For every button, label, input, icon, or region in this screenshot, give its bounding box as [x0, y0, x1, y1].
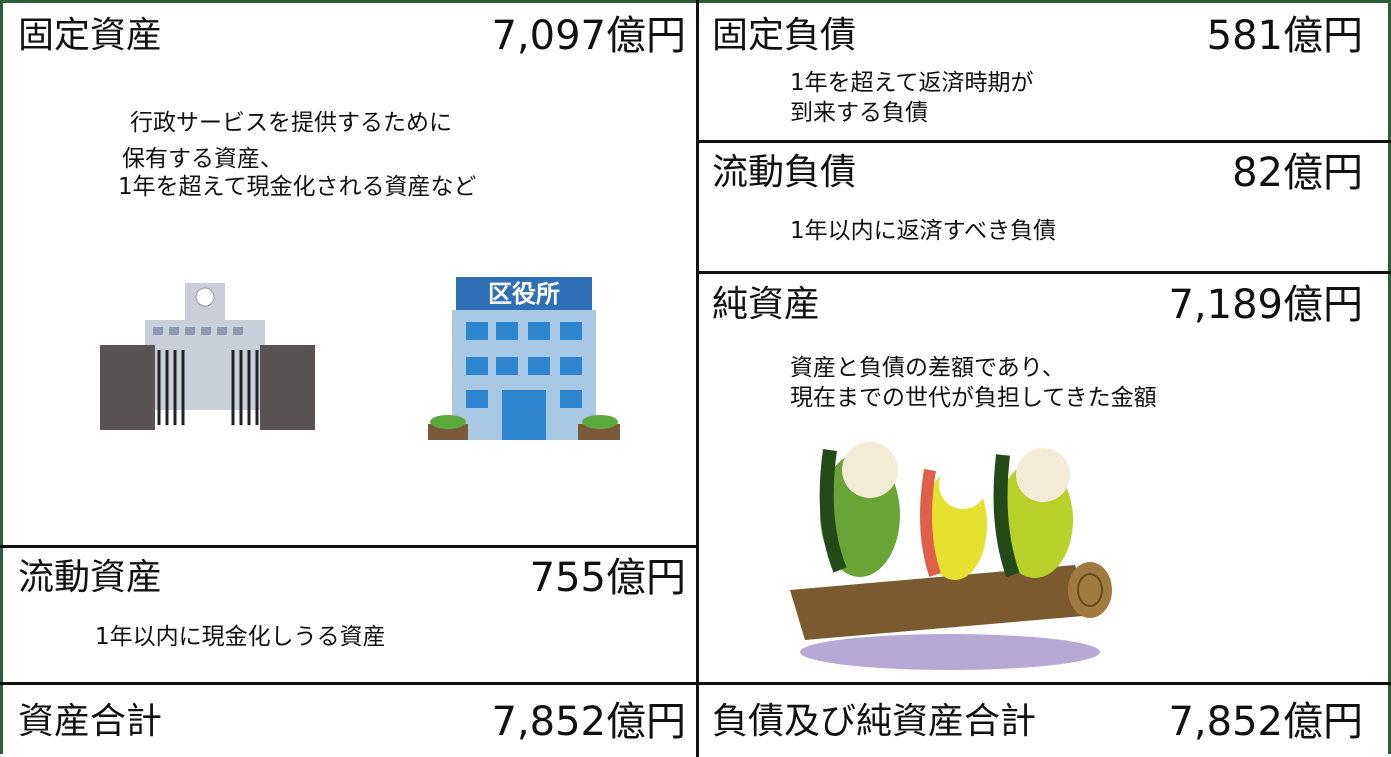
description: 1年以内に現金化しうる資産: [95, 624, 386, 650]
description: 現在までの世代が負担してきた金額: [790, 385, 1157, 411]
description: 保有する資産、: [122, 146, 283, 172]
description: 1年を超えて返済時期が: [790, 70, 1034, 96]
sign-text: 区役所: [488, 280, 560, 308]
description: 行政サービスを提供するために: [130, 110, 452, 136]
ward-office-illustration: 区役所: [428, 277, 620, 440]
birds-illustration: [790, 442, 1112, 670]
section-title: 負債及び純資産合計: [712, 701, 1037, 742]
amount: 7,097億円: [491, 13, 686, 59]
description: 資産と負債の差額であり、: [790, 355, 1065, 381]
divider: [0, 545, 697, 548]
divider: [697, 140, 1391, 143]
amount: 7,189億円: [1168, 282, 1363, 328]
section-title: 純資産: [712, 284, 821, 325]
amount: 7,852億円: [491, 699, 686, 745]
amount: 581億円: [1206, 13, 1363, 59]
amount: 755億円: [529, 555, 686, 601]
section-title: 流動資産: [18, 557, 163, 598]
divider: [697, 271, 1391, 274]
description: 1年以内に返済すべき負債: [790, 218, 1057, 244]
section-title: 流動負債: [712, 152, 857, 193]
section-title: 資産合計: [18, 701, 163, 742]
divider: [696, 0, 699, 757]
divider: [0, 682, 1391, 685]
section-title: 固定資産: [18, 15, 163, 56]
amount: 7,852億円: [1168, 699, 1363, 745]
description: 1年を超えて現金化される資産など: [118, 174, 477, 200]
school-illustration: [100, 283, 315, 430]
amount: 82億円: [1232, 150, 1363, 196]
section-title: 固定負債: [712, 15, 857, 56]
description: 到来する負債: [790, 100, 928, 126]
